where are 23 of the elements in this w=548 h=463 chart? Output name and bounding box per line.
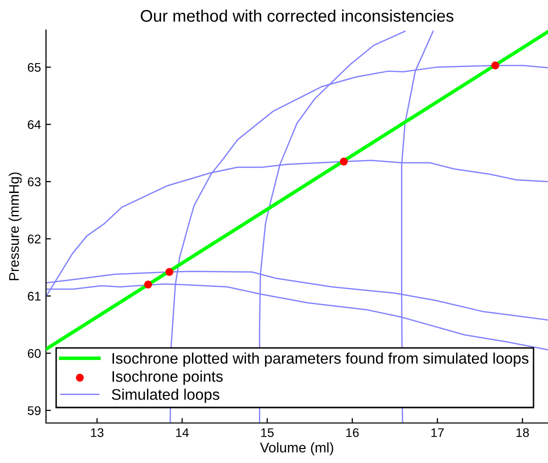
chart-title: Our method with corrected inconsistencies	[140, 10, 454, 22]
y-tick-label: 63	[28, 177, 41, 186]
x-tick-label: 13	[91, 428, 104, 438]
y-axis-title: Pressure (mmHg)	[8, 172, 22, 280]
x-tick-label: 15	[261, 428, 274, 438]
point	[491, 62, 500, 70]
legend-label: Isochrone points	[112, 370, 223, 385]
y-tick-label: 64	[28, 120, 41, 130]
x-tick-label: 17	[431, 428, 444, 437]
y-tick-label: 61	[28, 292, 41, 301]
point	[144, 280, 152, 289]
x-tick-label: 16	[346, 428, 359, 438]
y-tick-label: 60	[28, 349, 41, 358]
x-tick-label: 18	[516, 428, 529, 438]
point	[340, 158, 348, 166]
y-tick-label: 65	[28, 62, 41, 72]
x-axis-title: Volume (ml)	[260, 442, 334, 456]
y-tick-label: 62	[28, 234, 41, 244]
y-tick-label: 59	[28, 406, 41, 416]
legend-label: Simulated loops	[112, 388, 220, 403]
x-tick-label: 14	[176, 428, 189, 437]
legend-label: Isochrone plotted with parameters found from simulated loops	[112, 352, 528, 367]
point	[165, 268, 174, 276]
